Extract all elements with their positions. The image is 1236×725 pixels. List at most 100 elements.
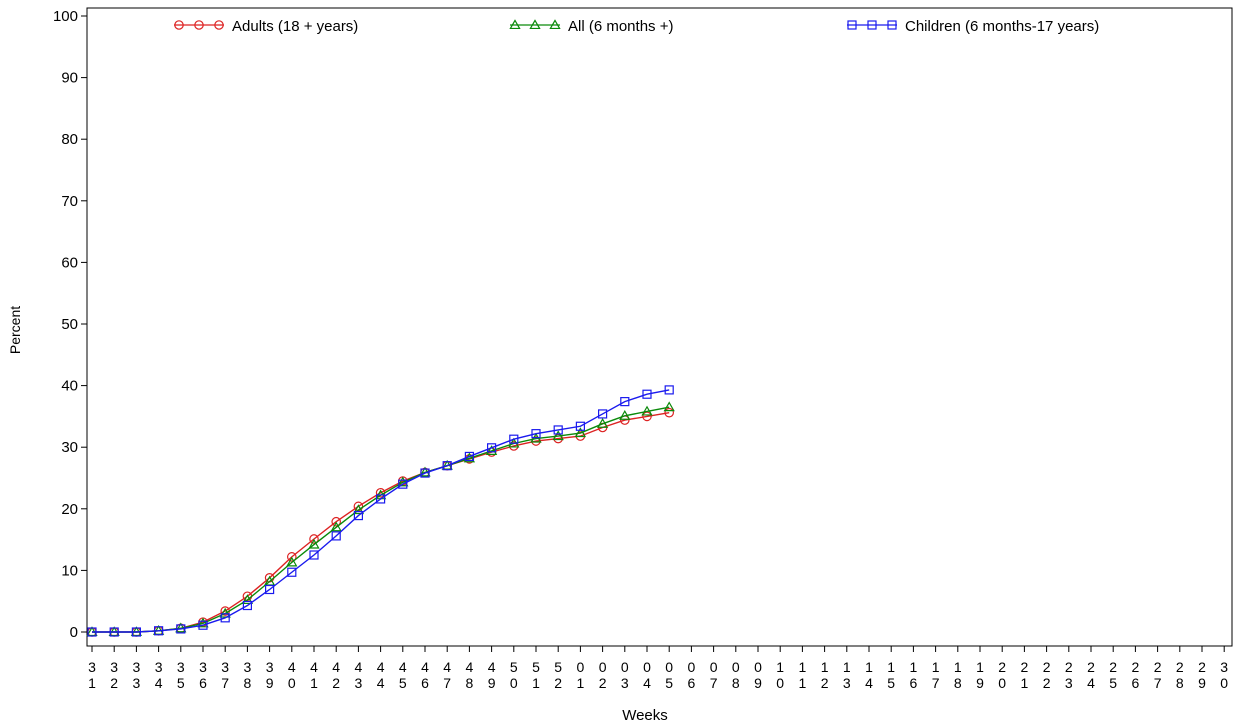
data-point (241, 594, 254, 605)
data-point (287, 567, 297, 577)
data-point (553, 425, 563, 435)
data-point (154, 626, 164, 636)
y-tick-label: 70 (61, 193, 78, 210)
legend-swatch-marker (847, 20, 857, 30)
legend-item: Adults (18 + years) (174, 18, 358, 35)
data-point (397, 476, 409, 487)
data-point (464, 451, 474, 462)
series-layer (86, 385, 675, 637)
y-tick-label: 20 (61, 501, 78, 518)
data-point (420, 468, 430, 478)
data-point (352, 504, 365, 515)
y-tick-label: 40 (61, 378, 78, 395)
y-tick-label: 60 (61, 254, 78, 271)
data-point (664, 407, 674, 418)
data-point (220, 613, 230, 623)
y-axis-label: Percent (7, 306, 23, 354)
data-point (175, 622, 187, 633)
data-point (308, 538, 320, 549)
series-3 (87, 385, 674, 637)
data-point (552, 430, 564, 441)
plot-frame (86, 7, 1233, 647)
data-point (109, 627, 119, 637)
data-point (619, 409, 631, 420)
data-point (286, 556, 298, 567)
series-2 (86, 401, 675, 637)
y-tick-label: 50 (61, 316, 78, 333)
data-point (286, 552, 297, 562)
y-tick-label: 30 (61, 439, 78, 456)
legend-swatch-marker (887, 20, 897, 30)
data-point (309, 550, 319, 560)
data-point (198, 620, 208, 630)
y-tick-label: 0 (70, 624, 78, 641)
legend-swatch-marker (174, 20, 184, 30)
data-point (331, 516, 341, 527)
legend-label: Children (6 months-17 years) (905, 18, 1099, 35)
legend-swatch-marker (509, 19, 521, 30)
data-point (664, 385, 674, 395)
data-point (642, 389, 652, 399)
legend: Adults (18 + years) All (6 months +) Child… (174, 18, 1099, 35)
data-point (87, 627, 97, 637)
data-point (575, 421, 586, 431)
data-point (642, 411, 652, 422)
data-point (442, 461, 452, 471)
data-point (487, 443, 497, 453)
data-point (574, 427, 587, 438)
legend-item: Children (6 months-17 years) (847, 18, 1099, 35)
data-point (597, 409, 608, 419)
legend-label: Adults (18 + years) (232, 18, 358, 35)
legend-swatch-marker (529, 19, 541, 30)
data-point (131, 627, 141, 637)
x-axis: 3 1 3 2 3 3 3 4 3 5 3 6 3 7 3 8 3 9 4 0 4 1 4 2 4 3 4 4 4 5 4 6 4 7 4 8 4 9 5 0… (88, 646, 1228, 691)
series-line (92, 389, 670, 633)
y-tick-label: 90 (61, 70, 78, 87)
data-point (197, 617, 209, 628)
data-point (663, 401, 675, 412)
series-line (92, 412, 670, 633)
y-tick-label: 80 (61, 131, 78, 148)
data-point (620, 397, 630, 407)
data-point (398, 479, 408, 489)
data-point (596, 417, 609, 428)
